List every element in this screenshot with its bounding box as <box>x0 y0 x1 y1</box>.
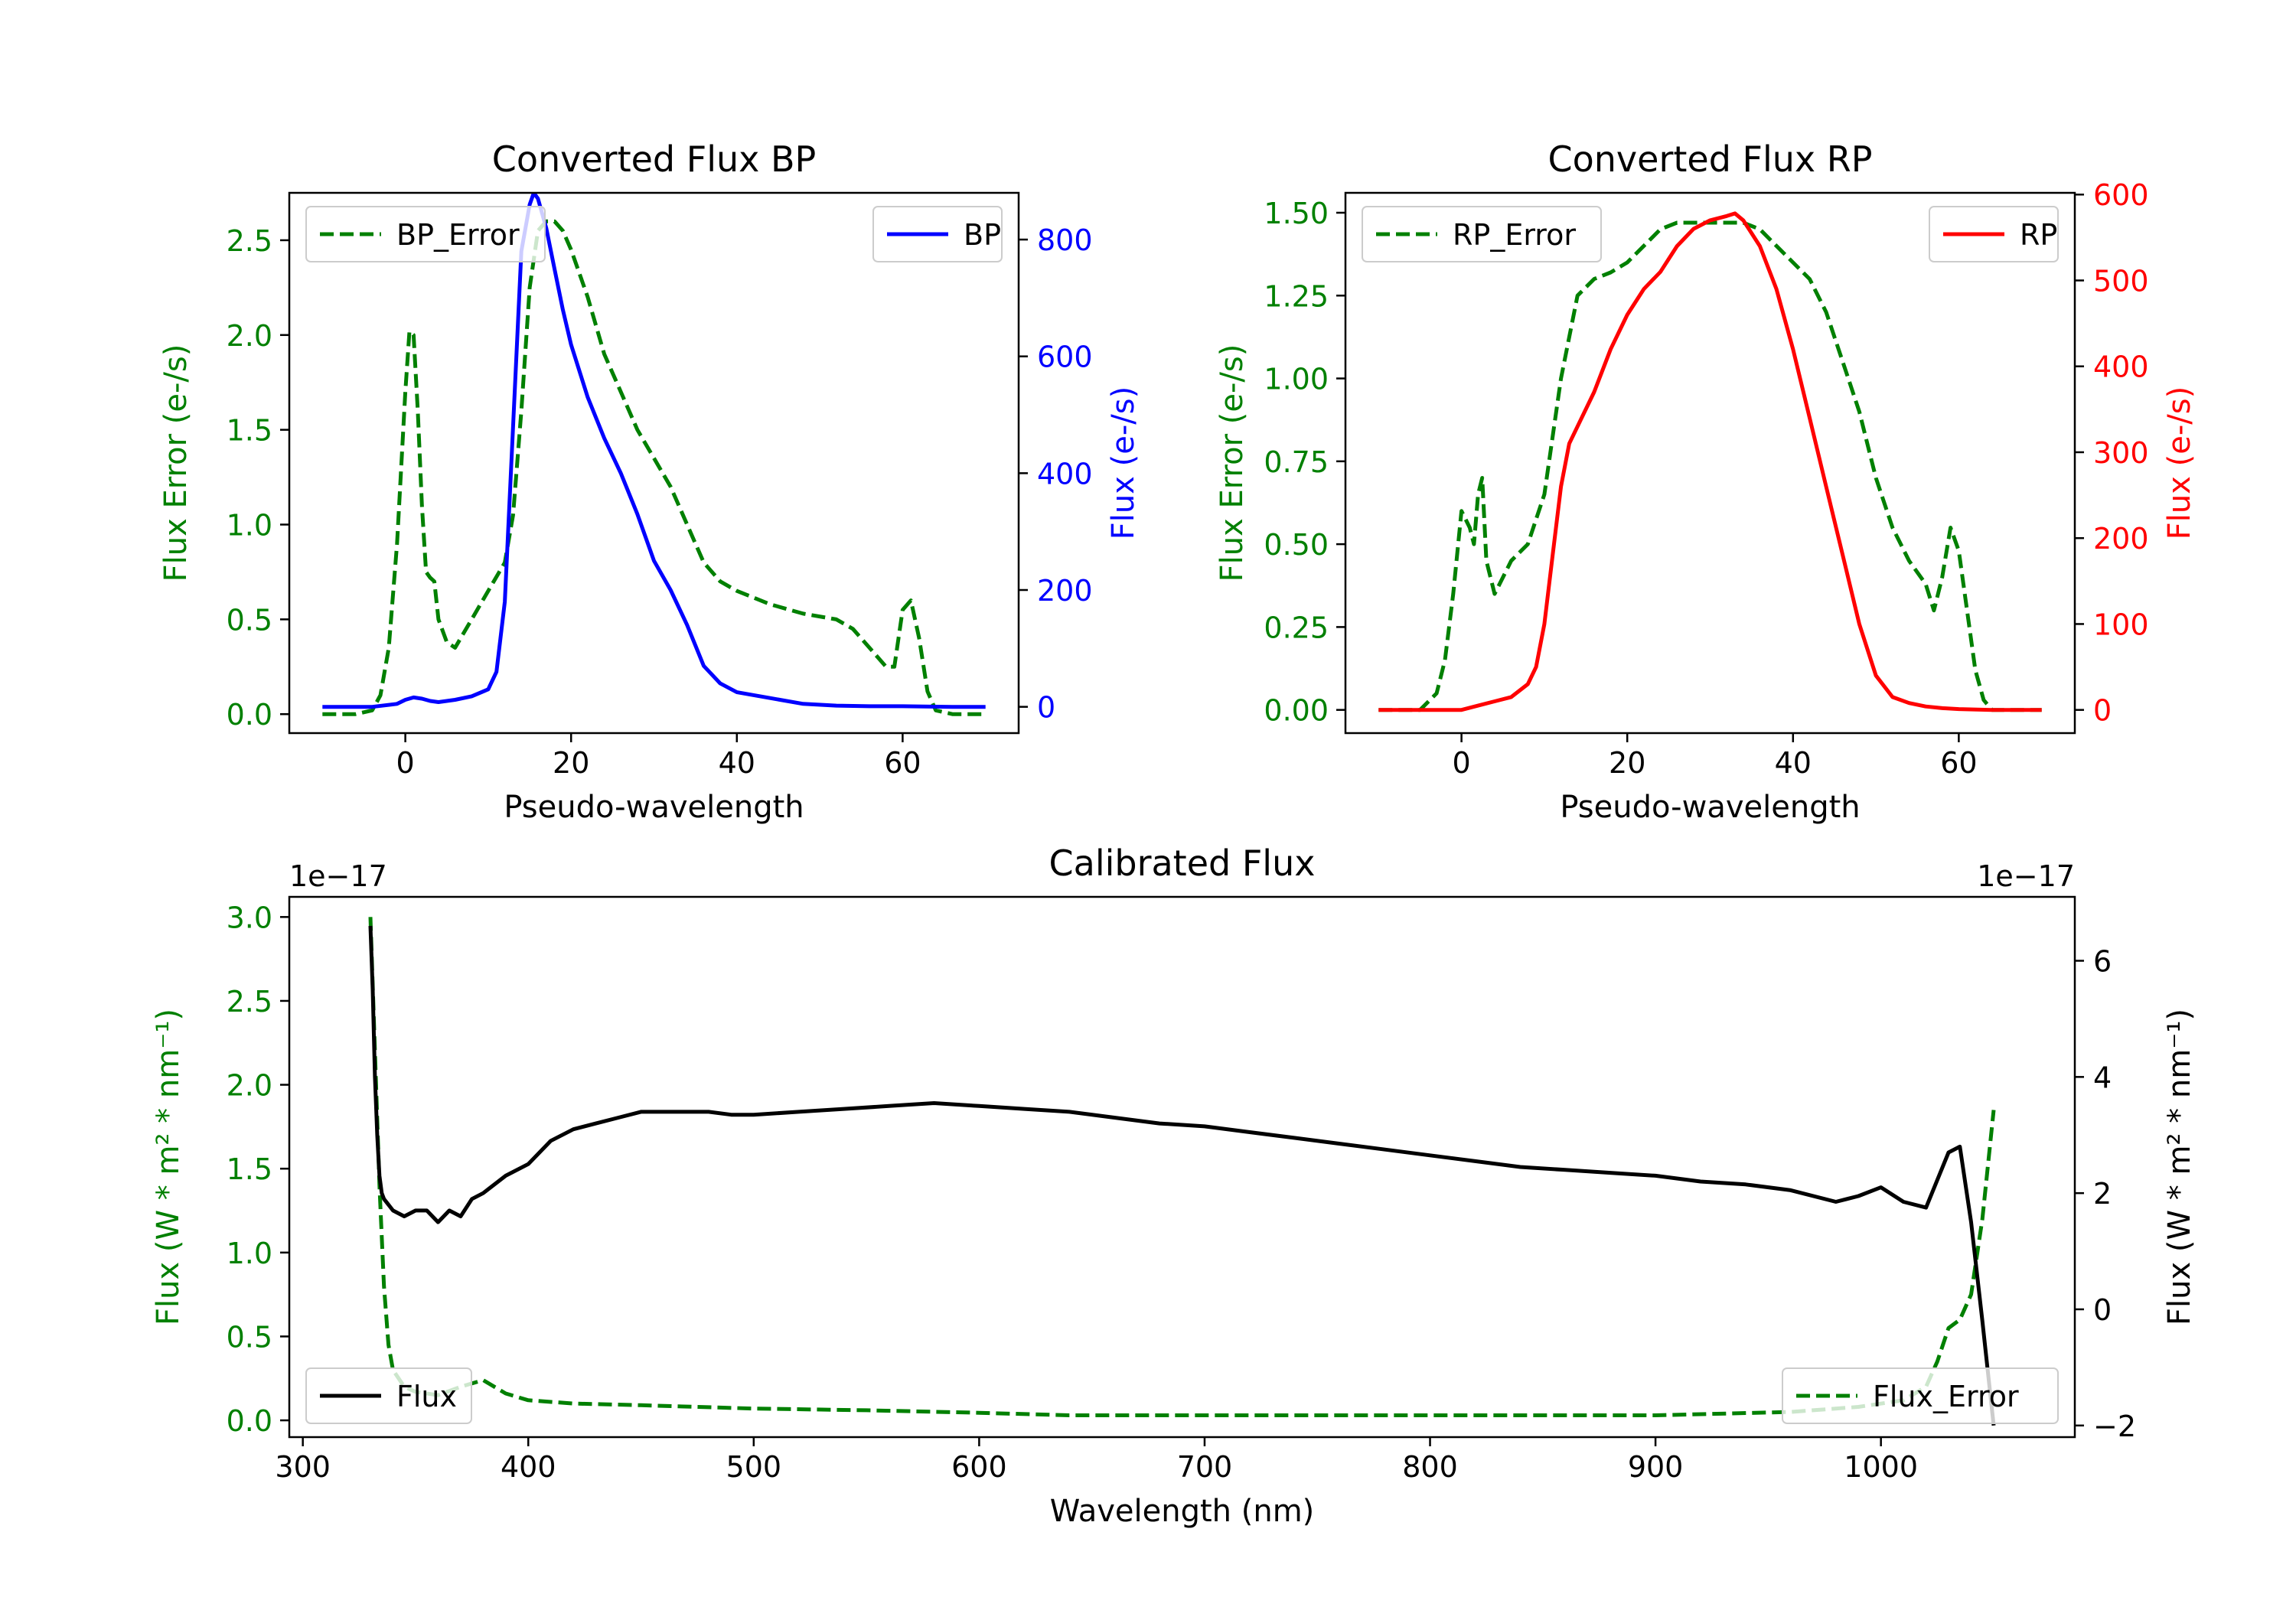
right-tick-label: −2 <box>2093 1410 2136 1443</box>
series-line-rp <box>1378 211 2042 712</box>
series-line-bp_error <box>322 219 986 716</box>
left-tick-label: 0.25 <box>1264 611 1329 644</box>
legend-label: RP <box>2020 218 2057 252</box>
left-axis-label: Flux Error (e-/s) <box>158 344 194 582</box>
x-tick-label: 300 <box>275 1450 331 1484</box>
right-tick-label: 200 <box>1037 574 1093 608</box>
axes-frame <box>1344 191 2076 735</box>
left-offset-label: 1e−17 <box>289 859 387 893</box>
x-tick-label: 20 <box>1609 746 1645 780</box>
left-tick-label: 0.00 <box>1264 694 1329 728</box>
right-tick-label: 200 <box>2093 522 2149 556</box>
chart-cal: 300 400 500 600 700 800 900 1000 0.0 0.5 1.0 1.5 2.0… <box>151 843 2197 1529</box>
legend-label: Flux_Error <box>1873 1380 2019 1413</box>
x-tick-label: 1000 <box>1844 1450 1918 1484</box>
right-axis-label: Flux (e-/s) <box>2162 386 2197 539</box>
left-tick-label: 1.00 <box>1264 363 1329 396</box>
legend-label: Flux <box>396 1380 457 1413</box>
legend-rp: RP <box>1929 206 2059 262</box>
x-tick-label: 40 <box>1775 746 1812 780</box>
legend-bp_error: BP_Error <box>305 206 546 262</box>
x-tick-label: 800 <box>1402 1450 1458 1484</box>
right-tick-label: 0 <box>2093 694 2112 728</box>
right-tick-label: 500 <box>2093 264 2149 298</box>
legend-bp: BP <box>872 206 1003 262</box>
x-axis-label: Wavelength (nm) <box>1050 1494 1315 1529</box>
chart-title: Converted Flux RP <box>1548 139 1873 180</box>
x-axis-label: Pseudo-wavelength <box>504 790 804 825</box>
series-line-rp_error <box>1378 220 2042 712</box>
legend-box <box>305 1367 472 1424</box>
chart-bp: 0 20 40 60 0.0 0.5 1.0 1.5 2.0 2.5 0 200 400 600 800 Co… <box>158 139 1141 825</box>
left-tick-label: 0.50 <box>1264 528 1329 562</box>
right-tick-label: 0 <box>2093 1293 2112 1327</box>
left-tick-label: 0.75 <box>1264 445 1329 479</box>
chart-title: Converted Flux BP <box>492 139 817 180</box>
legend-box <box>1362 206 1602 262</box>
legend-box <box>1782 1367 2059 1424</box>
right-tick-label: 600 <box>2093 178 2149 212</box>
series-line-bp <box>322 193 986 709</box>
x-tick-label: 400 <box>501 1450 556 1484</box>
series-line-flux <box>368 925 1996 1426</box>
right-axis-label: Flux (e-/s) <box>1106 386 1141 539</box>
x-tick-label: 40 <box>719 746 755 780</box>
left-tick-label: 1.25 <box>1264 279 1329 313</box>
left-axis-label: Flux Error (e-/s) <box>1215 344 1250 582</box>
x-tick-label: 0 <box>1453 746 1471 780</box>
axes-frame <box>288 895 2076 1439</box>
right-tick-label: 600 <box>1037 341 1093 374</box>
right-tick-label: 300 <box>2093 436 2149 470</box>
x-tick-label: 20 <box>553 746 589 780</box>
x-tick-label: 0 <box>396 746 415 780</box>
right-tick-label: 400 <box>2093 350 2149 384</box>
right-axis-label: Flux (W * m² * nm⁻¹) <box>2162 1009 2197 1325</box>
left-tick-label: 1.0 <box>227 1237 272 1270</box>
left-axis-label: Flux (W * m² * nm⁻¹) <box>151 1009 186 1325</box>
right-tick-label: 4 <box>2093 1061 2112 1094</box>
legend-label: RP_Error <box>1453 218 1576 252</box>
x-tick-label: 600 <box>951 1450 1007 1484</box>
left-tick-label: 1.5 <box>227 414 272 448</box>
right-tick-label: 6 <box>2093 945 2112 979</box>
left-tick-label: 2.5 <box>227 224 272 258</box>
left-tick-label: 0.0 <box>227 1404 272 1438</box>
chart-rp: 0 20 40 60 0.00 0.25 0.50 0.75 1.00 1.25 1.50 0 100 2… <box>1215 139 2197 825</box>
x-axis-label: Pseudo-wavelength <box>1560 790 1860 825</box>
left-tick-label: 2.5 <box>227 985 272 1019</box>
legend-label: BP <box>964 218 1001 252</box>
x-tick-label: 60 <box>884 746 921 780</box>
chart-title: Calibrated Flux <box>1049 843 1316 884</box>
legend-flux: Flux <box>305 1367 472 1424</box>
left-tick-label: 1.0 <box>227 509 272 543</box>
left-tick-label: 0.0 <box>227 698 272 732</box>
right-offset-label: 1e−17 <box>1977 859 2075 893</box>
left-tick-label: 2.0 <box>227 1069 272 1103</box>
series-line-flux_error <box>368 917 1996 1417</box>
x-tick-label: 500 <box>726 1450 782 1484</box>
legend-box <box>305 206 546 262</box>
legend-rp_error: RP_Error <box>1362 206 1602 262</box>
left-tick-label: 0.5 <box>227 1320 272 1354</box>
x-tick-label: 700 <box>1177 1450 1233 1484</box>
legend-flux_error: Flux_Error <box>1782 1367 2059 1424</box>
left-tick-label: 1.50 <box>1264 197 1329 230</box>
left-tick-label: 2.0 <box>227 319 272 353</box>
right-tick-label: 100 <box>2093 608 2149 641</box>
left-tick-label: 0.5 <box>227 603 272 637</box>
axes-frame <box>288 191 1020 735</box>
right-tick-label: 2 <box>2093 1177 2112 1211</box>
right-tick-label: 0 <box>1037 691 1055 725</box>
legend-label: BP_Error <box>396 218 520 252</box>
x-tick-label: 900 <box>1628 1450 1684 1484</box>
x-tick-label: 60 <box>1940 746 1977 780</box>
right-tick-label: 400 <box>1037 457 1093 491</box>
left-tick-label: 3.0 <box>227 901 272 934</box>
right-tick-label: 800 <box>1037 223 1093 257</box>
left-tick-label: 1.5 <box>227 1152 272 1186</box>
